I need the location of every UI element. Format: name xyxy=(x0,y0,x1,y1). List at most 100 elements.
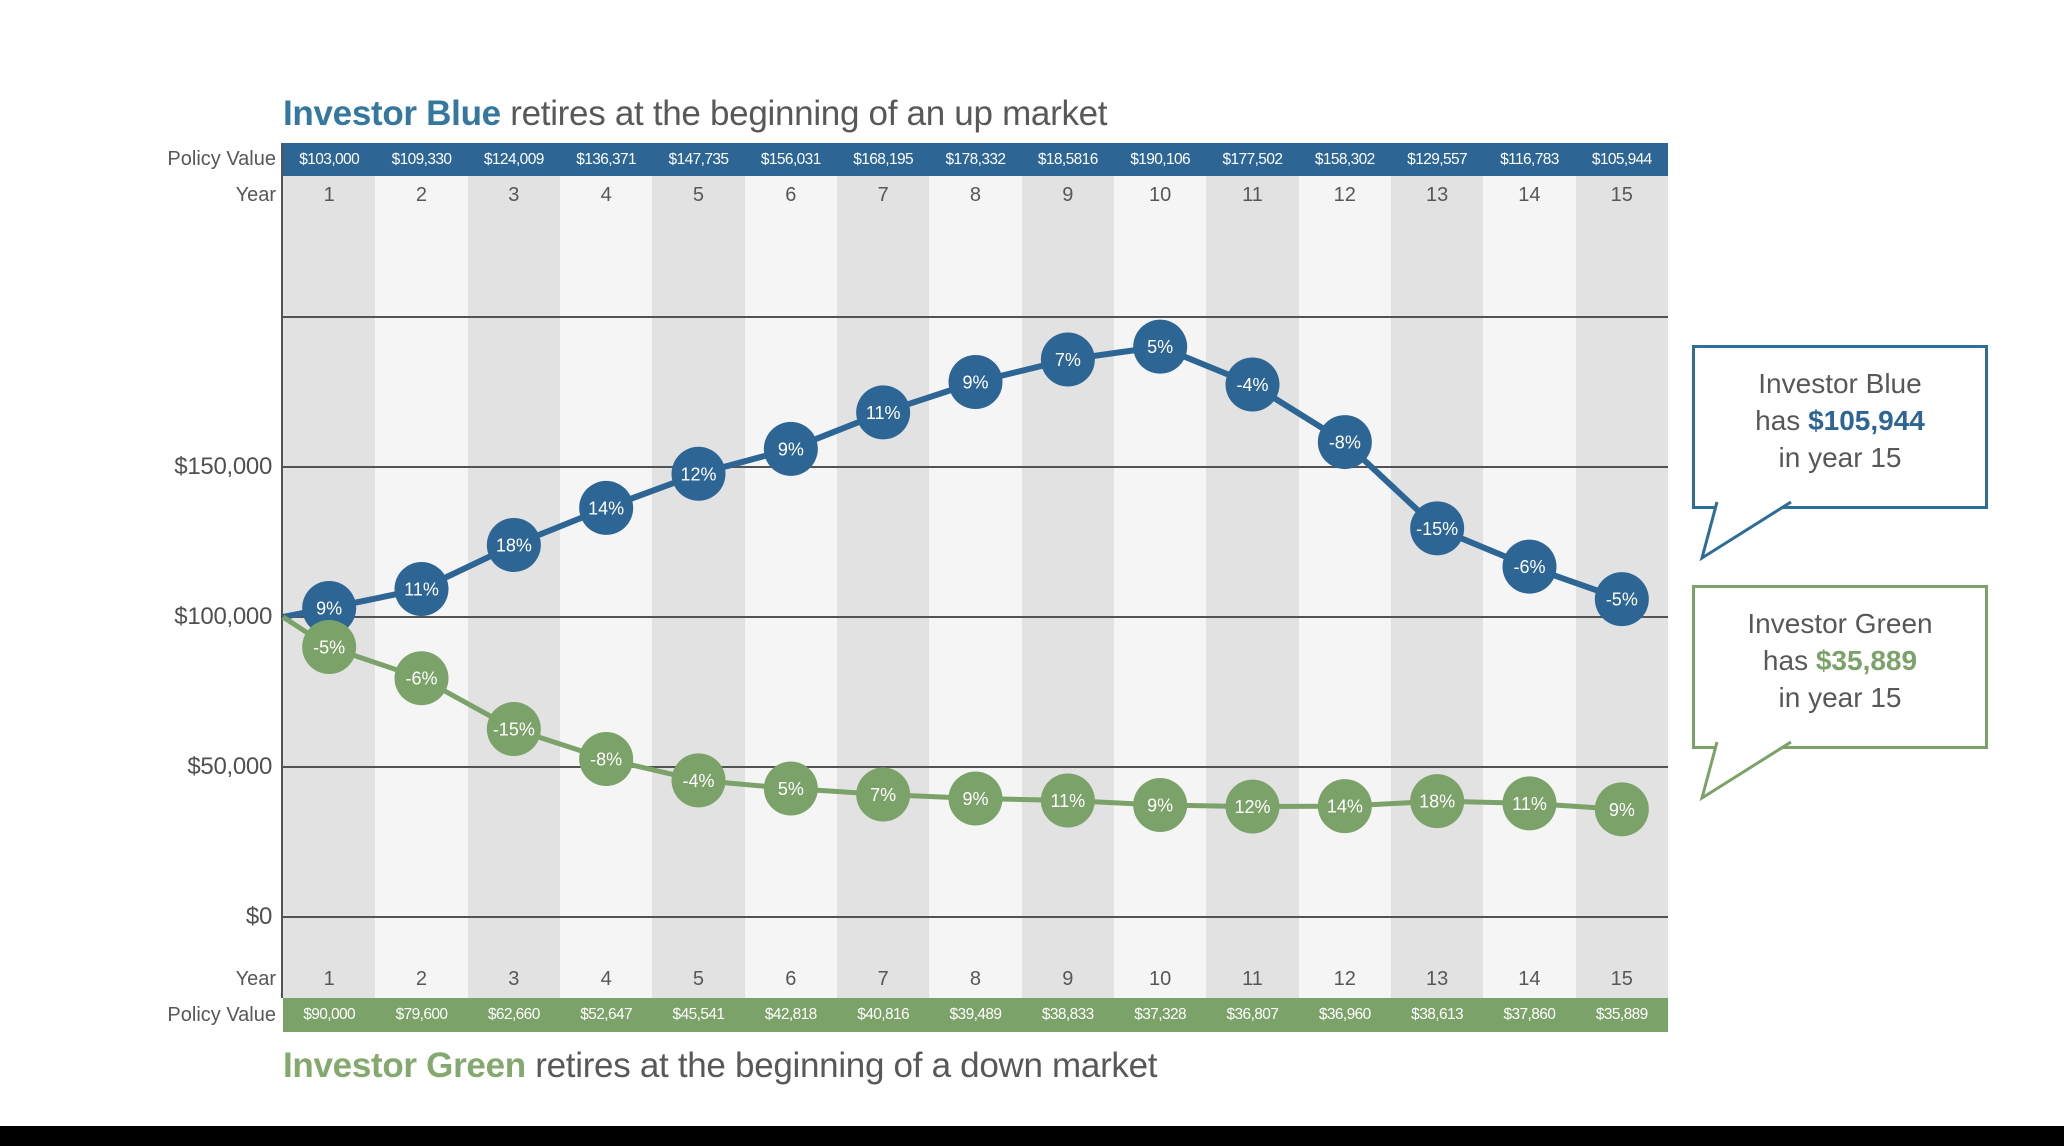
y-axis-tick-label: $0 xyxy=(245,903,272,930)
year-cell: 2 xyxy=(415,967,428,990)
y-axis-tick-label: $150,000 xyxy=(174,453,272,480)
callout-blue-line1: Investor Blue xyxy=(1758,368,1922,399)
blue-point-circle xyxy=(302,581,357,635)
policy-value-cell-green: $79,600 xyxy=(395,1006,448,1023)
point-return-label: 11% xyxy=(1050,791,1085,811)
point-return-label: -4% xyxy=(682,771,714,791)
policy-value-cell-blue: $124,009 xyxy=(483,150,544,168)
point-return-label: 18% xyxy=(1419,792,1455,812)
policy-value-cell-green: $37,860 xyxy=(1503,1006,1556,1023)
callout-blue-line3: in year 15 xyxy=(1778,442,1902,473)
point-return-label: 18% xyxy=(496,535,532,555)
green-point-circle xyxy=(394,651,449,706)
column-stripe xyxy=(929,176,1022,998)
point-return-label: -5% xyxy=(1606,590,1638,610)
year-cell: 10 xyxy=(1148,967,1172,990)
year-cell: 12 xyxy=(1333,184,1356,206)
policy-value-cell-blue: $18,5816 xyxy=(1037,150,1098,168)
year-label-bottom: Year xyxy=(235,967,276,990)
column-stripe xyxy=(836,176,930,998)
year-cell: 13 xyxy=(1425,967,1449,990)
policy-value-cell-green: $45,541 xyxy=(672,1006,725,1023)
year-cell: 15 xyxy=(1610,967,1633,990)
column-stripe xyxy=(1298,176,1391,998)
green-point-circle xyxy=(671,753,726,808)
policy-value-row-blue: $103,000 $109,330 $124,009 $136,371 $147,735… xyxy=(283,143,1668,176)
point-return-label: 9% xyxy=(316,599,342,619)
blue-point-circle xyxy=(1502,539,1557,594)
top-title: Investor Blue retires at the beginning o… xyxy=(283,94,1108,134)
point-return-label: 7% xyxy=(870,785,896,805)
year-cell: 4 xyxy=(600,967,612,990)
policy-value-cell-blue: $156,031 xyxy=(760,150,821,168)
policy-value-cell-blue: $158,302 xyxy=(1314,150,1375,168)
blue-point-circle xyxy=(671,446,726,501)
bottom-title: Investor Green retires at the beginning … xyxy=(283,1046,1158,1086)
point-return-label: -15% xyxy=(1416,519,1458,539)
point-return-label: 12% xyxy=(680,464,716,484)
policy-value-cell-green: $36,807 xyxy=(1226,1006,1279,1023)
year-cell: 3 xyxy=(508,967,520,990)
column-stripe xyxy=(1113,176,1207,998)
callout-green-line3: in year 15 xyxy=(1778,682,1902,713)
policy-value-cell-blue: $129,557 xyxy=(1407,150,1468,168)
point-return-label: -15% xyxy=(493,720,535,740)
green-point-circle xyxy=(1040,773,1095,828)
policy-value-cell-green: $37,328 xyxy=(1134,1006,1187,1023)
point-return-label: -8% xyxy=(1329,433,1361,453)
policy-value-cell-blue: $177,502 xyxy=(1222,150,1283,168)
green-point-circle xyxy=(856,767,911,822)
year-cell: 9 xyxy=(1062,184,1074,206)
bottom-title-highlight: Investor Green xyxy=(283,1046,526,1085)
column-stripes xyxy=(283,176,1668,998)
green-point-circle xyxy=(579,732,634,787)
point-return-label: 9% xyxy=(962,373,988,393)
point-return-label: 12% xyxy=(1234,797,1270,817)
year-cell: 1 xyxy=(323,967,335,990)
green-line xyxy=(281,614,1622,812)
year-cell: 7 xyxy=(877,184,889,206)
point-return-label: 11% xyxy=(404,580,439,600)
callout-green-line1: Investor Green xyxy=(1747,608,1933,639)
policy-value-label-bottom: Policy Value xyxy=(167,1003,276,1026)
point-return-label: 9% xyxy=(962,789,988,809)
callout-blue: Investor Blue has $105,944 in year 15 xyxy=(1692,345,1988,562)
y-axis-tick-label: $100,000 xyxy=(174,603,272,630)
callout-green-amount: $35,889 xyxy=(1815,645,1918,676)
callout-green-line2: has $35,889 xyxy=(1762,645,1918,676)
point-return-label: -5% xyxy=(313,638,345,658)
column-stripe xyxy=(1021,176,1114,998)
blue-point-circle xyxy=(1133,319,1188,374)
green-point-circle xyxy=(1502,776,1557,831)
column-stripe xyxy=(744,176,837,998)
year-cell: 7 xyxy=(877,967,889,990)
policy-value-cell-green: $39,489 xyxy=(949,1006,1002,1023)
point-return-label: -4% xyxy=(1236,375,1268,395)
policy-value-cell-green: $40,816 xyxy=(857,1006,910,1023)
year-cell: 1 xyxy=(323,184,335,206)
callout-blue-amount: $105,944 xyxy=(1808,405,1925,436)
green-point-circle xyxy=(486,702,541,757)
year-cell: 9 xyxy=(1062,967,1074,990)
bottom-black-bar xyxy=(0,1126,2064,1146)
point-return-label: 14% xyxy=(1327,797,1363,817)
blue-point-circle xyxy=(579,480,634,535)
year-cell: 8 xyxy=(969,967,982,990)
year-cell: 5 xyxy=(692,967,705,990)
green-point-circle xyxy=(763,761,818,816)
year-cell: 3 xyxy=(508,184,520,206)
callout-green: Investor Green has $35,889 in year 15 xyxy=(1692,585,1988,802)
year-cell: 10 xyxy=(1148,184,1172,206)
y-axis-tick-label: $50,000 xyxy=(187,753,272,780)
policy-value-cell-blue: $178,332 xyxy=(945,150,1006,168)
point-return-label: 9% xyxy=(1147,796,1173,816)
green-point-circle xyxy=(1225,779,1280,834)
green-point-circle xyxy=(1594,782,1649,837)
policy-value-cell-blue: $116,783 xyxy=(1500,150,1559,168)
point-return-label: -6% xyxy=(405,669,437,689)
policy-value-cell-green: $35,889 xyxy=(1595,1006,1648,1023)
green-point-circle xyxy=(1133,778,1188,833)
blue-line xyxy=(282,343,1623,620)
policy-value-cell-green: $62,660 xyxy=(487,1006,540,1023)
